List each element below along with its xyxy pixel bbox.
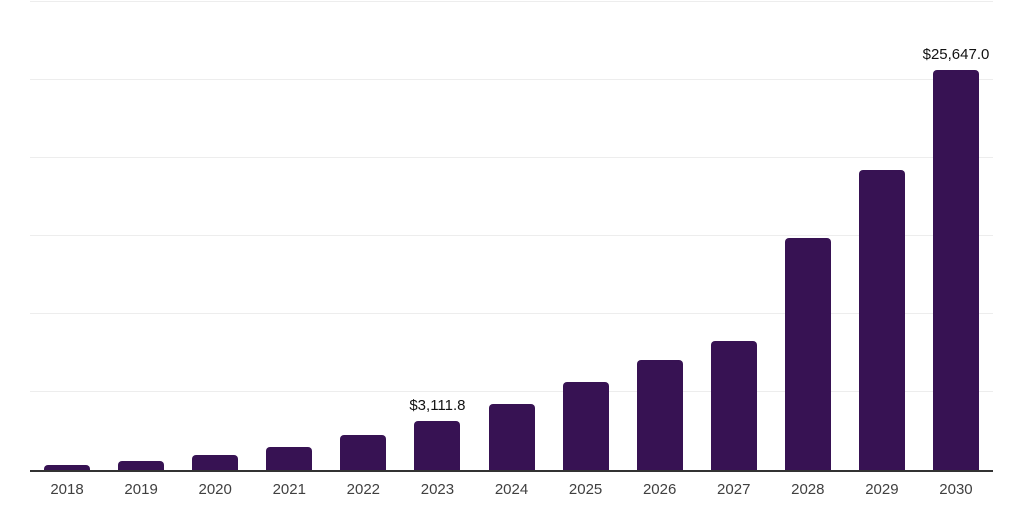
x-tick-2018: 2018: [50, 481, 84, 498]
bar-2030: [932, 69, 979, 470]
x-tick-2029: 2029: [865, 481, 899, 498]
gridline-10000: [30, 313, 993, 315]
bar-band-2028: [771, 2, 845, 470]
bar-2022: [340, 434, 387, 470]
bar-band-2020: [178, 2, 252, 470]
x-tick-2027: 2027: [717, 481, 751, 498]
x-tick-2026: 2026: [642, 481, 677, 498]
bar-band-2023: $3,111.8: [400, 2, 474, 470]
bar-2018: [44, 464, 91, 470]
bar-2029: [858, 170, 905, 470]
bar-band-2029: [845, 2, 919, 470]
x-tick-2023: 2023: [420, 481, 455, 498]
plot-area: $3,111.8 $25,647.0: [30, 1, 993, 472]
bar-2023: [414, 421, 461, 470]
bar-band-2018: [30, 2, 104, 470]
bar-2019: [118, 460, 165, 470]
bar-2027: [710, 340, 757, 470]
gridline-20000: [30, 157, 993, 159]
gridline-15000: [30, 235, 993, 236]
bar-band-2019: [104, 2, 178, 470]
bar-2028: [784, 237, 831, 470]
x-tick-2025: 2025: [568, 481, 603, 498]
x-tick-2020: 2020: [198, 481, 232, 498]
bar-band-2022: [326, 2, 400, 470]
x-tick-2028: 2028: [791, 481, 825, 498]
bar-band-2024: [474, 2, 548, 470]
bar-band-2026: [623, 2, 697, 470]
x-tick-2022: 2022: [346, 481, 381, 498]
bar-band-2027: [697, 2, 771, 470]
bar-band-2021: [252, 2, 326, 470]
x-tick-2024: 2024: [494, 481, 529, 498]
gridline-5000: [30, 391, 993, 393]
gridline-25000: [30, 79, 993, 80]
x-axis: 2018 2019 2020 2021 2022 2023 2024 2025 2026 2027…: [30, 482, 993, 498]
gridline-30000: [30, 1, 993, 2]
bar-2020: [192, 455, 239, 470]
x-tick-2021: 2021: [272, 481, 306, 498]
bar-band-2030: $25,647.0: [919, 2, 993, 470]
x-tick-2019: 2019: [124, 481, 158, 498]
bar-2024: [488, 404, 535, 470]
bar-2026: [636, 360, 683, 470]
bar-2021: [266, 447, 313, 470]
value-label-2030: $25,647.0: [922, 45, 990, 63]
bar-band-2025: [549, 2, 623, 470]
bar-2025: [562, 381, 609, 470]
value-label-2023: $3,111.8: [409, 397, 466, 415]
x-tick-2030: 2030: [939, 481, 973, 498]
